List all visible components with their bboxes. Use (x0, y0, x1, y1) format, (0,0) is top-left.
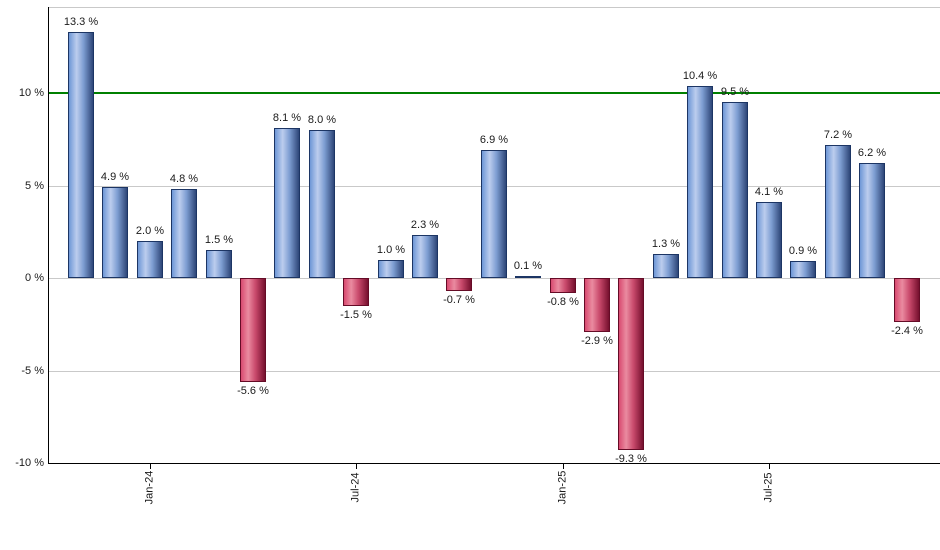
bar-month-11 (446, 278, 472, 291)
bar-month-1 (102, 187, 128, 278)
x-axis-tick (563, 464, 564, 469)
gridline--5pct (48, 371, 940, 372)
y-axis-line (48, 7, 49, 463)
x-axis-tick (150, 464, 151, 469)
bar-month-18 (687, 85, 713, 278)
bar-month-12 (481, 150, 507, 278)
x-axis-tick-label-Jan-25: Jan-25 (556, 470, 569, 505)
y-axis-tick-label--10: -10 % (15, 457, 44, 469)
bar-month-17 (653, 253, 679, 278)
y-axis-tick-label--5: -5 % (21, 365, 44, 377)
bar-month-22 (825, 144, 851, 278)
bar-value-label-14: -0.8 % (547, 295, 579, 308)
bar-value-label-20: 4.1 % (754, 186, 784, 199)
bar-month-13 (515, 276, 541, 278)
x-axis-line (48, 463, 940, 464)
bar-value-label-18: 10.4 % (682, 69, 718, 82)
bar-value-label-22: 7.2 % (823, 128, 853, 141)
x-axis-tick (769, 464, 770, 469)
bar-value-label-12: 6.9 % (479, 134, 509, 147)
bar-value-label-7: 8.0 % (307, 114, 337, 127)
x-axis-tick-label-Jul-24: Jul-24 (349, 472, 362, 503)
bar-month-3 (171, 189, 197, 278)
bar-value-label-21: 0.9 % (788, 245, 818, 258)
bar-value-label-24: -2.4 % (891, 325, 923, 338)
bar-month-0 (68, 31, 94, 278)
bar-value-label-0: 13.3 % (63, 15, 99, 28)
threshold-line-10pct (48, 92, 940, 94)
bar-value-label-9: 1.0 % (376, 243, 406, 256)
bar-value-label-8: -1.5 % (340, 308, 372, 321)
bar-month-20 (756, 202, 782, 278)
bar-value-label-19: 9.5 % (720, 86, 750, 99)
bar-value-label-11: -0.7 % (443, 293, 475, 306)
x-axis-tick-label-Jul-25: Jul-25 (762, 472, 775, 503)
bar-month-2 (137, 241, 163, 278)
bar-value-label-17: 1.3 % (651, 237, 681, 250)
bar-month-8 (343, 278, 369, 306)
bar-value-label-15: -2.9 % (581, 334, 613, 347)
bar-value-label-16: -9.3 % (615, 453, 647, 466)
bar-month-5 (240, 278, 266, 382)
y-axis-tick-label-10: 10 % (18, 87, 44, 99)
bar-month-23 (859, 163, 885, 278)
x-axis-tick (356, 464, 357, 469)
bar-value-label-23: 6.2 % (857, 147, 887, 160)
bar-month-10 (412, 235, 438, 278)
y-axis-tick-label-0: 0 % (25, 272, 44, 284)
gridline-0pct (48, 278, 940, 279)
bar-month-9 (378, 259, 404, 278)
plot-top-border (48, 7, 940, 8)
bar-value-label-3: 4.8 % (169, 173, 199, 186)
bar-month-19 (722, 102, 748, 278)
x-axis-tick-label-Jan-24: Jan-24 (143, 470, 156, 505)
bar-month-4 (206, 250, 232, 278)
bar-month-7 (309, 130, 335, 278)
bar-month-24 (894, 278, 920, 323)
bar-value-label-5: -5.6 % (237, 384, 269, 397)
bar-month-6 (274, 128, 300, 278)
bar-month-16 (618, 278, 644, 451)
bar-month-14 (550, 278, 576, 293)
bar-value-label-6: 8.1 % (272, 112, 302, 125)
bar-value-label-4: 1.5 % (204, 234, 234, 247)
bar-month-21 (790, 261, 816, 278)
bar-value-label-13: 0.1 % (513, 260, 543, 272)
bar-value-label-2: 2.0 % (135, 225, 165, 237)
bar-value-label-1: 4.9 % (100, 171, 130, 184)
y-axis-tick-label-5: 5 % (25, 180, 44, 192)
bar-value-label-10: 2.3 % (410, 219, 440, 232)
bar-month-15 (584, 278, 610, 332)
